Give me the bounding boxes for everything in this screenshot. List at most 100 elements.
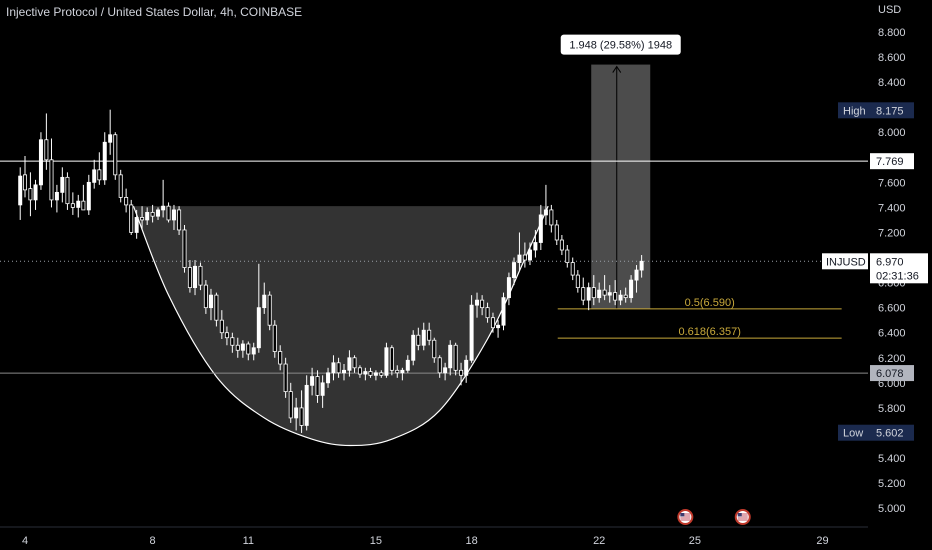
candle [156, 207, 161, 220]
y-tick-label: 8.000 [878, 127, 906, 139]
candle [549, 204, 554, 233]
candle-body [368, 371, 373, 376]
candle-body [262, 294, 267, 309]
candle-body [554, 224, 559, 241]
candle-body [405, 359, 410, 371]
candle-body [38, 139, 43, 186]
candle [70, 192, 75, 215]
candle-body [60, 176, 65, 193]
candle [464, 355, 469, 383]
measure-label: 1.948 (29.58%) 1948 [569, 40, 672, 52]
us-flag-event[interactable] [677, 509, 694, 525]
countdown-timer: 02:31:36 [876, 270, 919, 282]
candle-body [389, 347, 394, 371]
candle-body [272, 324, 277, 352]
candle-body [283, 363, 288, 393]
candle-body [432, 339, 437, 359]
candle-body [570, 262, 575, 276]
candle [150, 204, 155, 223]
event-marker-face [736, 511, 749, 523]
candle-body [230, 337, 235, 346]
candle-body [634, 269, 639, 281]
high-value: 8.175 [876, 105, 904, 117]
candle [623, 287, 628, 303]
candle-body [166, 205, 171, 221]
candle-body [54, 191, 59, 201]
price-badge-label-bg [838, 102, 870, 119]
candle [469, 295, 474, 363]
candle-body [129, 204, 134, 233]
x-tick-label: 29 [816, 535, 828, 547]
flag-canton [680, 513, 685, 517]
candle [81, 184, 86, 211]
x-tick-label: 4 [22, 535, 28, 547]
candle [187, 260, 192, 293]
candle-body [639, 260, 644, 271]
candle [421, 322, 426, 351]
measure-arrow-head [612, 65, 622, 73]
candle [559, 234, 564, 256]
us-flag-event[interactable] [734, 509, 751, 525]
candle-body [522, 254, 527, 261]
candle-body [427, 329, 432, 341]
candle [485, 302, 490, 323]
candle-body [607, 292, 612, 296]
candle [171, 204, 176, 230]
candle-body [187, 267, 192, 289]
candle-body [469, 304, 474, 361]
candle [166, 202, 171, 223]
candle-body [86, 181, 91, 211]
candle [240, 340, 245, 358]
candle [384, 342, 389, 378]
y-tick-label: 6.400 [878, 328, 906, 340]
candle-body [320, 382, 325, 396]
candle [272, 320, 277, 358]
candle [400, 367, 405, 381]
candle [575, 270, 580, 293]
candle [18, 167, 23, 220]
candle [44, 113, 49, 170]
candle [60, 167, 65, 203]
candle-body [559, 239, 564, 251]
cup-fill [133, 206, 549, 446]
x-tick-label: 15 [370, 535, 382, 547]
candle-body [251, 347, 256, 355]
candle [33, 179, 38, 210]
candle-body [379, 372, 384, 376]
chart-title: Injective Protocol / United States Dolla… [6, 5, 303, 19]
candle [533, 229, 538, 258]
candle [65, 172, 70, 210]
price-badge-label-bg [838, 424, 870, 441]
candle [203, 280, 208, 314]
candle-body [443, 367, 448, 374]
candle-body [597, 289, 602, 299]
candle [363, 367, 368, 381]
candle-body [288, 391, 293, 419]
candle-body [219, 319, 224, 334]
level-badge-bg [870, 153, 914, 170]
event-marker-face [679, 511, 692, 523]
candle [443, 362, 448, 381]
candle [267, 291, 272, 331]
candle-body [102, 141, 107, 181]
current-price-value: 6.970 [876, 256, 904, 268]
candle-body [613, 292, 618, 301]
candle [336, 357, 341, 378]
candle-body [448, 344, 453, 369]
candle-body [538, 214, 543, 243]
candle [235, 337, 240, 358]
candle [304, 375, 309, 431]
candle-body [171, 209, 176, 221]
candle-body [437, 357, 442, 374]
candle [517, 232, 522, 271]
flag-canton [737, 513, 742, 517]
candle [554, 219, 559, 246]
y-tick-label: 8.800 [878, 27, 906, 39]
candle [453, 342, 458, 376]
candle-body [629, 279, 634, 299]
x-tick-label: 18 [465, 535, 477, 547]
candle [145, 207, 150, 225]
candle-body [22, 174, 27, 191]
